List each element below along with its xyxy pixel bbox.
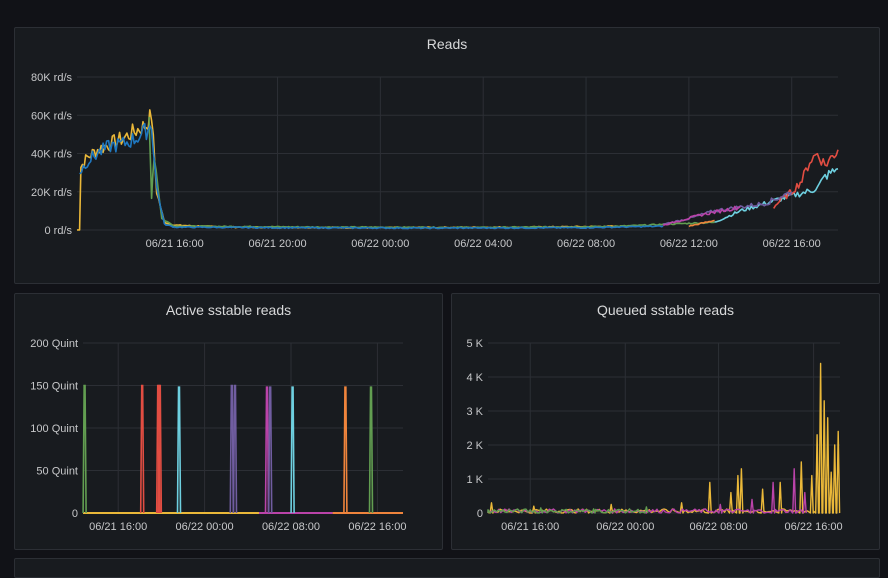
queued-series-line bbox=[487, 506, 649, 514]
x-tick-label: 06/21 16:00 bbox=[501, 521, 559, 533]
y-tick-label: 2 K bbox=[466, 440, 483, 452]
x-tick-label: 06/22 16:00 bbox=[348, 521, 406, 533]
y-tick-label: 100 Quint bbox=[30, 423, 78, 435]
active-sstable-reads-chart[interactable]: 0 50 Quint 100 Quint 150 Quint 200 Quint 06/2… bbox=[15, 294, 444, 551]
x-tick-label: 06/22 16:00 bbox=[763, 238, 821, 250]
x-tick-label: 06/22 08:00 bbox=[557, 238, 615, 250]
x-tick-label: 06/22 00:00 bbox=[596, 521, 654, 533]
y-tick-label: 4 K bbox=[466, 372, 483, 384]
y-tick-label: 60K rd/s bbox=[31, 110, 72, 122]
reads-chart[interactable]: 0 rd/s 20K rd/s 40K rd/s 60K rd/s 80K rd/s 06… bbox=[15, 28, 881, 285]
queued-sstable-reads-title[interactable]: Queued sstable reads bbox=[597, 302, 734, 318]
y-tick-label: 50 Quint bbox=[36, 466, 78, 478]
x-tick-label: 06/22 08:00 bbox=[262, 521, 320, 533]
x-tick-label: 06/22 04:00 bbox=[454, 238, 512, 250]
active-spike bbox=[290, 386, 295, 514]
y-tick-label: 3 K bbox=[466, 406, 483, 418]
queued-series-line bbox=[487, 468, 807, 514]
x-tick-label: 06/21 16:00 bbox=[146, 238, 204, 250]
y-tick-label: 5 K bbox=[466, 338, 483, 350]
queued-sstable-reads-panel: Queued sstable reads 0 1 K 2 K 3 K 4 K 5 K 06/… bbox=[451, 293, 880, 550]
active-sstable-reads-panel: Active sstable reads 0 50 Quint 100 Quint 1… bbox=[14, 293, 443, 550]
x-tick-label: 06/22 12:00 bbox=[660, 238, 718, 250]
active-spike bbox=[264, 386, 270, 514]
reads-series-line bbox=[688, 219, 715, 228]
active-spike bbox=[176, 386, 182, 514]
x-tick-label: 06/21 20:00 bbox=[248, 238, 306, 250]
active-spike bbox=[229, 384, 235, 514]
x-tick-label: 06/21 16:00 bbox=[89, 521, 147, 533]
y-tick-label: 1 K bbox=[466, 474, 483, 486]
y-tick-label: 80K rd/s bbox=[31, 72, 72, 84]
active-sstable-reads-title[interactable]: Active sstable reads bbox=[165, 302, 292, 318]
reads-series-line bbox=[79, 122, 664, 230]
y-tick-label: 40K rd/s bbox=[31, 149, 72, 161]
x-tick-label: 06/22 00:00 bbox=[351, 238, 409, 250]
x-tick-label: 06/22 16:00 bbox=[785, 521, 843, 533]
active-spike bbox=[232, 384, 238, 514]
next-panel-edge bbox=[14, 558, 880, 578]
reads-panel: Reads 0 rd/s 20K rd/s 40K rd/s 60K rd/s 80K … bbox=[14, 27, 880, 284]
active-spike bbox=[267, 386, 273, 514]
queued-series-line bbox=[487, 362, 841, 514]
active-spike bbox=[343, 386, 348, 514]
reads-panel-title[interactable]: Reads bbox=[426, 36, 468, 52]
reads-series-line bbox=[714, 168, 839, 223]
reads-series-line bbox=[148, 116, 715, 229]
queued-sstable-reads-chart[interactable]: 0 1 K 2 K 3 K 4 K 5 K 06/21 16:00 06/22 00:00 06… bbox=[452, 294, 881, 551]
x-tick-label: 06/22 00:00 bbox=[176, 521, 234, 533]
x-tick-label: 06/22 08:00 bbox=[689, 521, 747, 533]
reads-series-line bbox=[662, 205, 741, 227]
y-tick-label: 150 Quint bbox=[30, 381, 78, 393]
active-spike bbox=[368, 386, 374, 514]
active-spike bbox=[157, 384, 163, 514]
active-spike bbox=[139, 384, 145, 514]
y-tick-label: 0 rd/s bbox=[44, 225, 72, 237]
y-tick-label: 0 bbox=[72, 508, 78, 520]
y-tick-label: 200 Quint bbox=[30, 338, 78, 350]
reads-series-line bbox=[773, 149, 839, 209]
y-tick-label: 0 bbox=[477, 508, 483, 520]
active-spike bbox=[82, 384, 87, 514]
y-tick-label: 20K rd/s bbox=[31, 187, 72, 199]
